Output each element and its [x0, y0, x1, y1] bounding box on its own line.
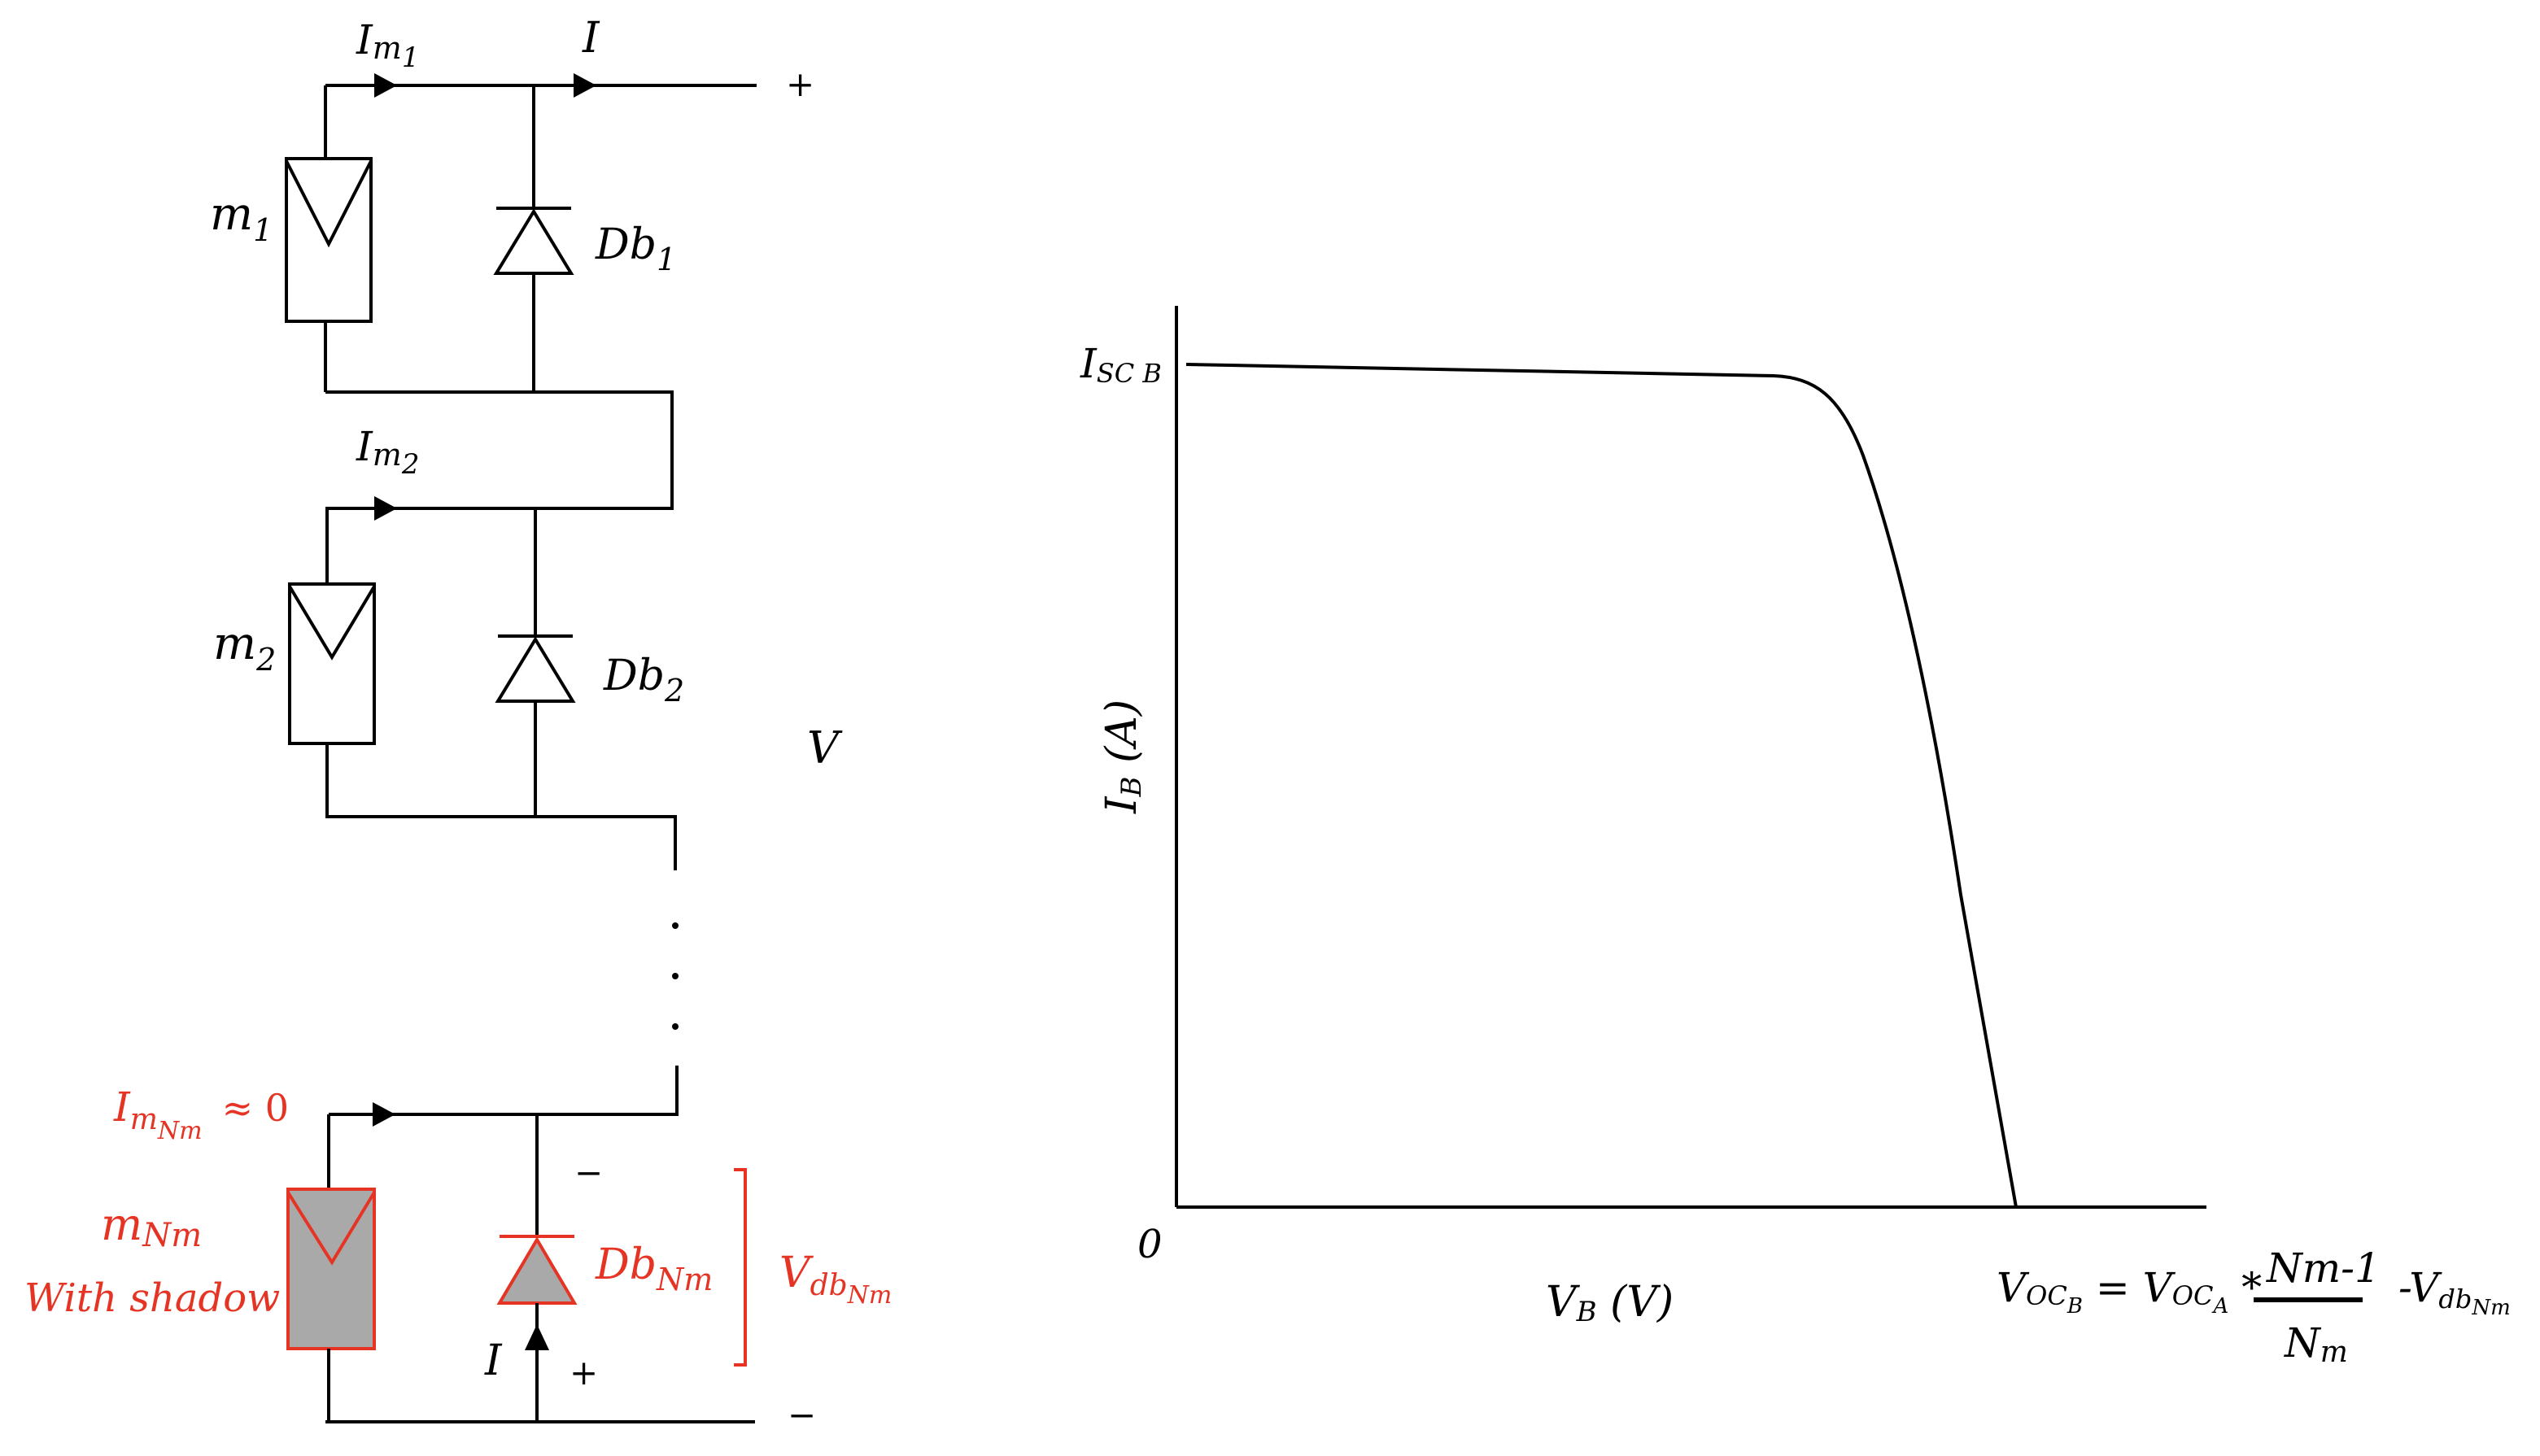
diode-voltage-bracket — [734, 1168, 747, 1367]
label-plus-top: + — [786, 64, 814, 104]
label-bottom-current: I — [484, 1336, 503, 1385]
label-current-m1: Im1 — [356, 16, 419, 74]
voc-formula: VOCB = VOCA * Nm-1 Nm -VdbNm — [1997, 1245, 2511, 1369]
iv-curve-line — [1185, 363, 2018, 1208]
label-module-nm: mNm — [101, 1199, 202, 1254]
label-string-voltage: V — [807, 722, 843, 774]
module-2 — [288, 582, 376, 745]
svg-text:VOCB = VOCA *: VOCB = VOCA * — [1997, 1264, 2262, 1319]
module-nm-shaded — [286, 1188, 376, 1350]
bypass-diode-2 — [495, 634, 576, 703]
label-diode-nm: DbNm — [595, 1240, 713, 1297]
label-current-mnm: ImNm≈ 0 — [113, 1083, 289, 1145]
svg-text:-VdbNm: -VdbNm — [2398, 1264, 2511, 1320]
x-axis-label: VB (V) — [1546, 1278, 1674, 1328]
label-isc: ISC B — [1080, 340, 1162, 389]
svg-text:Nm-1: Nm-1 — [2266, 1245, 2381, 1292]
output-current-arrow-icon — [574, 73, 596, 98]
y-axis-label: IB (A) — [1098, 700, 1148, 814]
label-diode-1: Db1 — [595, 220, 676, 277]
rail-1-2 — [325, 390, 674, 510]
circuit: Im1 I + m1 Db1 Im2 m2 Db2 V ImNm≈ 0 mNm … — [24, 14, 892, 1435]
label-module-2: m2 — [213, 617, 276, 678]
rail-dots-nm — [329, 1066, 679, 1116]
label-module-1: m1 — [210, 188, 273, 248]
iv-chart: ISC B 0 IB (A) VB (V) VOCB = VOCA * Nm-1… — [1080, 306, 2511, 1369]
bypass-diode-nm — [496, 1235, 578, 1305]
label-diode-plus: + — [570, 1353, 598, 1393]
label-with-shadow: With shadow — [24, 1275, 280, 1321]
current2-arrow-icon — [374, 496, 397, 521]
continuation-dots — [672, 922, 679, 1030]
module-1 — [285, 157, 373, 323]
bottom-current-arrow-icon — [525, 1324, 549, 1350]
bypass-diode-1 — [493, 207, 574, 275]
label-minus-bottom: − — [788, 1395, 816, 1435]
svg-text:Nm: Nm — [2284, 1319, 2348, 1369]
rail-2-dots — [325, 815, 677, 870]
current-nm-arrow-icon — [373, 1102, 395, 1127]
label-diode-minus: − — [574, 1153, 603, 1192]
label-current-m2: Im2 — [356, 423, 419, 481]
label-origin: 0 — [1137, 1222, 1163, 1267]
label-diode-2: Db2 — [603, 652, 684, 708]
label-output-current: I — [582, 14, 600, 63]
current1-arrow-icon — [374, 73, 397, 98]
label-diode-voltage: VdbNm — [779, 1249, 892, 1310]
